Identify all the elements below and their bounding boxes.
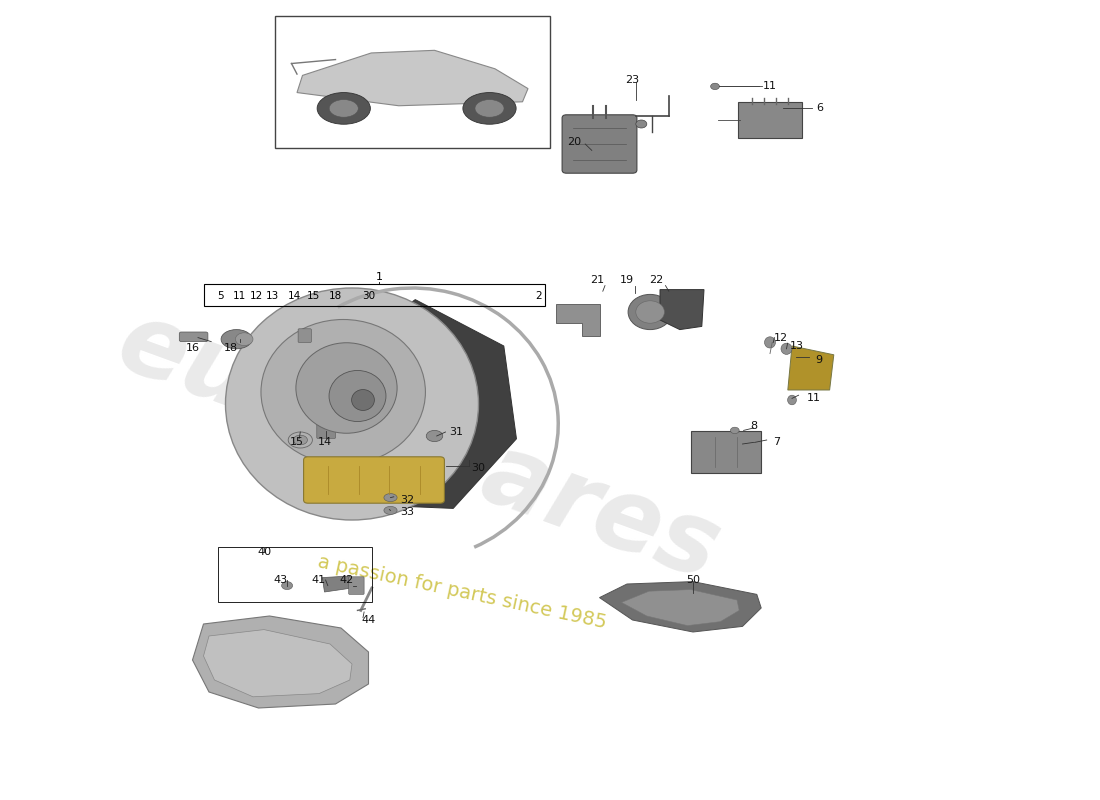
Polygon shape [556, 304, 600, 336]
Bar [275, 16, 550, 148]
Text: 6: 6 [816, 103, 823, 113]
Ellipse shape [261, 319, 426, 465]
Text: 15: 15 [307, 291, 320, 301]
Ellipse shape [282, 582, 293, 590]
Text: 14: 14 [288, 291, 301, 301]
Text: 19: 19 [620, 275, 634, 285]
FancyBboxPatch shape [317, 422, 336, 438]
Polygon shape [192, 616, 368, 708]
Text: 41: 41 [312, 575, 326, 585]
FancyBboxPatch shape [298, 329, 311, 342]
Polygon shape [204, 630, 352, 697]
Ellipse shape [221, 330, 252, 349]
Text: 13: 13 [790, 341, 803, 350]
FancyBboxPatch shape [737, 102, 803, 138]
Ellipse shape [463, 93, 516, 124]
Ellipse shape [288, 432, 312, 448]
Text: 18: 18 [224, 343, 238, 353]
Polygon shape [322, 576, 352, 592]
FancyBboxPatch shape [179, 332, 208, 342]
FancyBboxPatch shape [304, 457, 444, 503]
Polygon shape [297, 50, 528, 106]
Text: 43: 43 [274, 575, 287, 585]
FancyBboxPatch shape [349, 577, 364, 594]
Text: 23: 23 [626, 75, 639, 85]
Ellipse shape [711, 83, 719, 90]
FancyBboxPatch shape [691, 431, 761, 473]
Ellipse shape [226, 288, 478, 520]
Ellipse shape [293, 435, 307, 445]
Ellipse shape [636, 120, 647, 128]
Bar [204, 284, 544, 306]
Text: 16: 16 [186, 343, 199, 353]
Text: 44: 44 [362, 615, 375, 625]
Text: 40: 40 [257, 547, 271, 557]
Text: 12: 12 [250, 291, 263, 301]
Text: 2: 2 [536, 291, 542, 301]
Text: 33: 33 [400, 507, 414, 517]
Text: a passion for parts since 1985: a passion for parts since 1985 [316, 552, 608, 632]
Polygon shape [788, 346, 834, 390]
Ellipse shape [329, 370, 386, 422]
Text: 11: 11 [763, 82, 777, 91]
Ellipse shape [384, 494, 397, 502]
Ellipse shape [628, 294, 672, 330]
Text: 8: 8 [750, 421, 757, 430]
Polygon shape [600, 582, 761, 632]
Ellipse shape [781, 343, 792, 354]
Text: 12: 12 [774, 333, 788, 342]
Polygon shape [288, 300, 517, 509]
Text: 15: 15 [290, 437, 304, 446]
Text: 11: 11 [233, 291, 246, 301]
Text: 42: 42 [340, 575, 353, 585]
Ellipse shape [475, 100, 504, 118]
Text: 1: 1 [376, 272, 383, 282]
Ellipse shape [427, 430, 442, 442]
Text: 30: 30 [362, 291, 375, 301]
Text: 5: 5 [217, 291, 223, 301]
Text: 21: 21 [591, 275, 604, 285]
Ellipse shape [235, 333, 253, 346]
Ellipse shape [788, 395, 796, 405]
Polygon shape [660, 290, 704, 330]
Polygon shape [621, 590, 739, 626]
Text: 18: 18 [329, 291, 342, 301]
Text: 11: 11 [807, 393, 821, 402]
Ellipse shape [384, 506, 397, 514]
Text: eurospares: eurospares [104, 294, 732, 602]
Text: 32: 32 [400, 495, 414, 505]
Text: 22: 22 [650, 275, 663, 285]
Ellipse shape [764, 337, 776, 348]
Ellipse shape [636, 301, 664, 323]
Bar [218, 547, 372, 602]
Ellipse shape [730, 427, 739, 434]
FancyBboxPatch shape [562, 114, 637, 174]
Ellipse shape [352, 390, 374, 410]
Ellipse shape [329, 100, 359, 118]
Text: 20: 20 [568, 138, 581, 147]
Ellipse shape [296, 342, 397, 434]
Text: 9: 9 [815, 355, 822, 365]
Text: 13: 13 [266, 291, 279, 301]
Text: 14: 14 [318, 437, 331, 446]
Text: 7: 7 [773, 438, 780, 447]
Text: 50: 50 [686, 575, 700, 585]
Text: 30: 30 [472, 463, 485, 473]
Ellipse shape [317, 93, 371, 124]
Text: 31: 31 [450, 427, 463, 437]
